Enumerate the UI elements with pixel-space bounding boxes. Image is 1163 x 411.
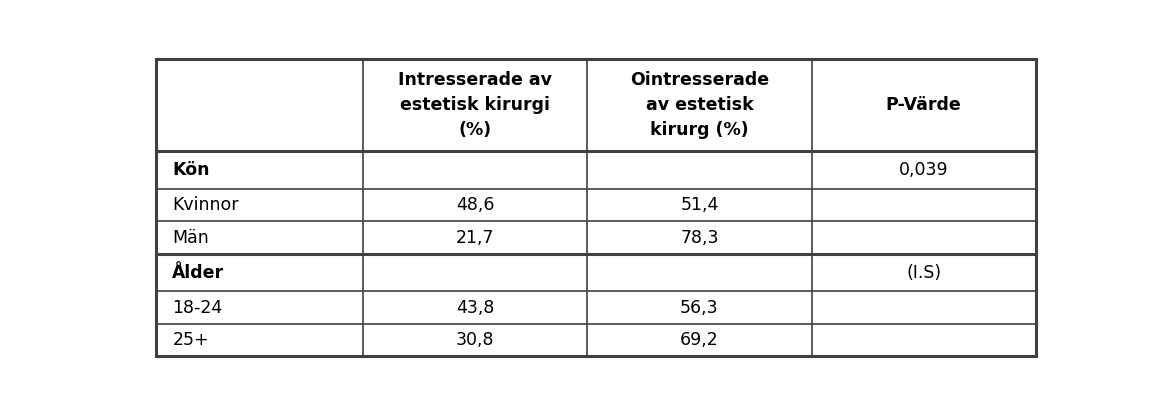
Text: Ålder: Ålder <box>172 263 224 282</box>
Text: Ointresserade
av estetisk
kirurg (%): Ointresserade av estetisk kirurg (%) <box>630 71 769 139</box>
Text: 56,3: 56,3 <box>680 298 719 316</box>
Text: Män: Män <box>172 229 209 247</box>
Text: 0,039: 0,039 <box>899 161 949 179</box>
Text: Intresserade av
estetisk kirurgi
(%): Intresserade av estetisk kirurgi (%) <box>398 71 552 139</box>
Text: 43,8: 43,8 <box>456 298 494 316</box>
Text: (I.S): (I.S) <box>906 263 941 282</box>
Text: 18-24: 18-24 <box>172 298 222 316</box>
Text: 30,8: 30,8 <box>456 331 494 349</box>
Text: 78,3: 78,3 <box>680 229 719 247</box>
Text: P-Värde: P-Värde <box>886 96 962 114</box>
Text: Kön: Kön <box>172 161 209 179</box>
Text: 51,4: 51,4 <box>680 196 719 214</box>
Text: 48,6: 48,6 <box>456 196 494 214</box>
Text: Kvinnor: Kvinnor <box>172 196 238 214</box>
Text: 69,2: 69,2 <box>680 331 719 349</box>
Text: 21,7: 21,7 <box>456 229 494 247</box>
Text: 25+: 25+ <box>172 331 209 349</box>
